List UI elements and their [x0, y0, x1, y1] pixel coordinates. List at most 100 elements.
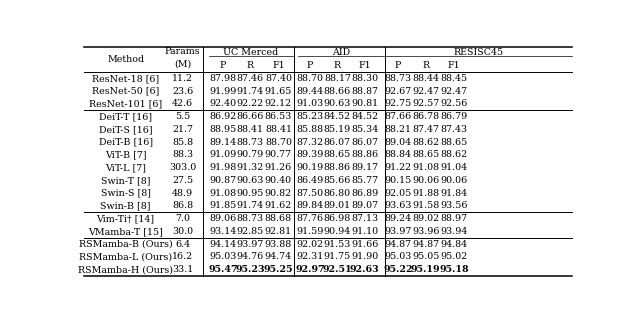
- Text: R: R: [334, 61, 341, 70]
- Text: ResNet-18 [6]: ResNet-18 [6]: [92, 74, 159, 83]
- Text: 88.68: 88.68: [265, 214, 292, 223]
- Text: 6.4: 6.4: [175, 240, 190, 249]
- Text: 91.03: 91.03: [296, 100, 324, 108]
- Text: Swin-B [8]: Swin-B [8]: [100, 201, 151, 210]
- Text: 85.8: 85.8: [172, 138, 193, 147]
- Text: 93.88: 93.88: [265, 240, 292, 249]
- Text: 48.9: 48.9: [172, 189, 193, 198]
- Text: 89.39: 89.39: [296, 151, 324, 159]
- Text: 88.21: 88.21: [385, 125, 412, 134]
- Text: 91.09: 91.09: [209, 151, 236, 159]
- Text: 84.52: 84.52: [351, 112, 378, 121]
- Text: 95.22: 95.22: [383, 265, 413, 274]
- Text: 94.76: 94.76: [237, 252, 264, 262]
- Text: 86.8: 86.8: [172, 201, 193, 210]
- Text: 93.14: 93.14: [209, 227, 236, 236]
- Text: ResNet-101 [6]: ResNet-101 [6]: [89, 100, 163, 108]
- Text: 94.84: 94.84: [440, 240, 468, 249]
- Text: 90.63: 90.63: [324, 100, 351, 108]
- Text: 91.10: 91.10: [351, 227, 378, 236]
- Text: 88.73: 88.73: [237, 138, 264, 147]
- Text: 91.04: 91.04: [440, 163, 468, 172]
- Text: 90.94: 90.94: [324, 227, 351, 236]
- Text: 91.99: 91.99: [209, 87, 237, 96]
- Text: AID: AID: [332, 49, 350, 57]
- Text: 90.15: 90.15: [384, 176, 412, 185]
- Text: F1: F1: [272, 61, 285, 70]
- Text: 88.70: 88.70: [265, 138, 292, 147]
- Text: 87.76: 87.76: [296, 214, 324, 223]
- Text: 90.19: 90.19: [296, 163, 324, 172]
- Text: 21.7: 21.7: [172, 125, 193, 134]
- Text: 87.50: 87.50: [296, 189, 324, 198]
- Text: 85.19: 85.19: [324, 125, 351, 134]
- Text: 86.66: 86.66: [236, 112, 264, 121]
- Text: 93.96: 93.96: [412, 227, 440, 236]
- Text: 90.06: 90.06: [412, 176, 439, 185]
- Text: 7.0: 7.0: [175, 214, 190, 223]
- Text: 95.47: 95.47: [208, 265, 237, 274]
- Text: 88.87: 88.87: [351, 87, 378, 96]
- Text: 90.95: 90.95: [236, 189, 264, 198]
- Text: Vim-Ti† [14]: Vim-Ti† [14]: [97, 214, 155, 223]
- Text: 89.24: 89.24: [385, 214, 412, 223]
- Text: 89.07: 89.07: [351, 201, 378, 210]
- Text: UC Merced: UC Merced: [223, 49, 279, 57]
- Text: 92.85: 92.85: [237, 227, 264, 236]
- Text: 88.95: 88.95: [209, 125, 236, 134]
- Text: ViT-L [7]: ViT-L [7]: [105, 163, 146, 172]
- Text: RSMamba-H (Ours): RSMamba-H (Ours): [78, 265, 173, 274]
- Text: 23.6: 23.6: [172, 87, 193, 96]
- Text: 90.87: 90.87: [209, 176, 236, 185]
- Text: 92.75: 92.75: [384, 100, 412, 108]
- Text: 85.88: 85.88: [296, 125, 324, 134]
- Text: P: P: [307, 61, 314, 70]
- Text: 30.0: 30.0: [172, 227, 193, 236]
- Text: DeiT-B [16]: DeiT-B [16]: [99, 138, 153, 147]
- Text: 94.14: 94.14: [209, 240, 236, 249]
- Text: F1: F1: [447, 61, 460, 70]
- Text: 92.63: 92.63: [350, 265, 380, 274]
- Text: 85.66: 85.66: [324, 176, 351, 185]
- Text: R: R: [246, 61, 253, 70]
- Text: 303.0: 303.0: [169, 163, 196, 172]
- Text: 88.62: 88.62: [440, 151, 468, 159]
- Text: P: P: [220, 61, 226, 70]
- Text: 88.73: 88.73: [385, 74, 412, 83]
- Text: 86.89: 86.89: [351, 189, 378, 198]
- Text: 84.52: 84.52: [324, 112, 351, 121]
- Text: 91.98: 91.98: [209, 163, 236, 172]
- Text: 86.07: 86.07: [351, 138, 378, 147]
- Text: 90.79: 90.79: [237, 151, 264, 159]
- Text: 95.05: 95.05: [412, 252, 440, 262]
- Text: 91.62: 91.62: [265, 201, 292, 210]
- Text: 89.17: 89.17: [351, 163, 378, 172]
- Text: 86.53: 86.53: [265, 112, 292, 121]
- Text: Params: Params: [165, 47, 200, 56]
- Text: 91.74: 91.74: [237, 87, 264, 96]
- Text: 5.5: 5.5: [175, 112, 190, 121]
- Text: 92.57: 92.57: [412, 100, 439, 108]
- Text: 86.49: 86.49: [296, 176, 324, 185]
- Text: 88.65: 88.65: [324, 151, 351, 159]
- Text: 91.59: 91.59: [296, 227, 324, 236]
- Text: 92.51: 92.51: [323, 265, 352, 274]
- Text: 91.74: 91.74: [237, 201, 264, 210]
- Text: 92.12: 92.12: [265, 100, 292, 108]
- Text: 91.22: 91.22: [385, 163, 412, 172]
- Text: 16.2: 16.2: [172, 252, 193, 262]
- Text: 95.19: 95.19: [411, 265, 440, 274]
- Text: 91.75: 91.75: [324, 252, 351, 262]
- Text: 92.81: 92.81: [265, 227, 292, 236]
- Text: 86.78: 86.78: [412, 112, 439, 121]
- Text: 90.81: 90.81: [351, 100, 378, 108]
- Text: 88.17: 88.17: [324, 74, 351, 83]
- Text: 94.87: 94.87: [385, 240, 412, 249]
- Text: Method: Method: [107, 55, 144, 64]
- Text: 91.08: 91.08: [209, 189, 236, 198]
- Text: 89.04: 89.04: [385, 138, 412, 147]
- Text: 95.02: 95.02: [440, 252, 468, 262]
- Text: 95.25: 95.25: [264, 265, 293, 274]
- Text: DeiT-S [16]: DeiT-S [16]: [99, 125, 152, 134]
- Text: 91.58: 91.58: [412, 201, 439, 210]
